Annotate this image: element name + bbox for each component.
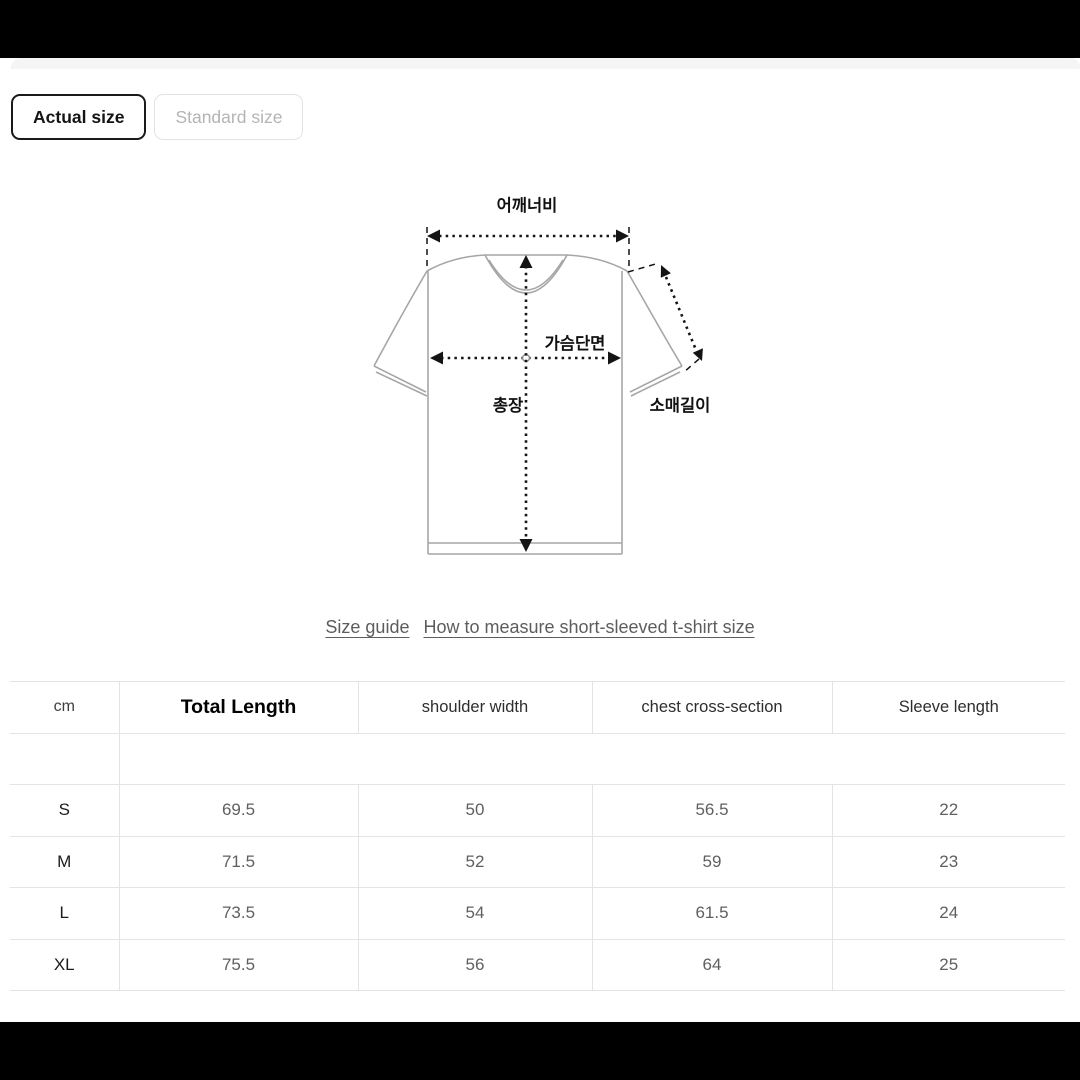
shoulder-width-value: 54: [358, 887, 593, 940]
chest-value: 61.5: [592, 887, 833, 940]
column-header-total-length: Total Length: [119, 681, 359, 734]
size-label: XL: [10, 939, 120, 991]
total-length-value: 69.5: [119, 784, 359, 837]
sleeve-value: 23: [832, 836, 1065, 888]
shoulder-width-arrow: [426, 227, 630, 270]
label-sleeve-length-ko: 소매길이: [650, 396, 711, 415]
column-header-sleeve: Sleeve length: [832, 681, 1065, 734]
size-table: cm Total Length shoulder width chest cro…: [10, 681, 1065, 991]
chest-width-arrow: [430, 351, 621, 365]
panel-top-band: [11, 58, 1080, 69]
tshirt-measurement-diagram: 어깨너비 가슴단면 총장 소매길이: [373, 196, 711, 555]
table-row-m: M 71.5 52 59 23: [10, 836, 1065, 888]
sleeve-value: 22: [832, 784, 1065, 837]
how-to-measure-link[interactable]: How to measure short-sleeved t-shirt siz…: [423, 617, 755, 637]
sleeve-value: 24: [832, 887, 1065, 940]
table-row-xl: XL 75.5 56 64 25: [10, 939, 1065, 991]
size-label: M: [10, 836, 120, 888]
table-row-s: S 69.5 50 56.5 22: [10, 784, 1065, 837]
label-shoulder-width-ko: 어깨너비: [497, 196, 558, 215]
shoulder-width-value: 52: [358, 836, 593, 888]
bottom-letterbox-bar: [0, 1022, 1080, 1080]
size-label: L: [10, 887, 120, 940]
tab-standard-size[interactable]: Standard size: [154, 94, 304, 140]
chest-value: 64: [592, 939, 833, 991]
sleeve-length-arrow: [627, 262, 703, 373]
table-header-row: cm Total Length shoulder width chest cro…: [10, 681, 1065, 734]
sleeve-value: 25: [832, 939, 1065, 991]
tshirt-outline-icon: [373, 254, 683, 555]
table-row-l: L 73.5 54 61.5 24: [10, 887, 1065, 940]
size-label: S: [10, 784, 120, 837]
column-header-shoulder-width: shoulder width: [358, 681, 593, 734]
size-guide-link[interactable]: Size guide: [325, 617, 410, 637]
total-length-arrow: [519, 255, 533, 552]
label-total-length-ko: 총장: [493, 396, 523, 415]
total-length-value: 71.5: [119, 836, 359, 888]
chest-value: 59: [592, 836, 833, 888]
table-spacer-row: [10, 733, 1065, 785]
column-header-chest: chest cross-section: [592, 681, 833, 734]
total-length-value: 73.5: [119, 887, 359, 940]
top-letterbox-bar: [0, 0, 1080, 58]
label-chest-ko: 가슴단면: [545, 334, 606, 353]
total-length-value: 75.5: [119, 939, 359, 991]
shoulder-width-value: 50: [358, 784, 593, 837]
tab-actual-size[interactable]: Actual size: [11, 94, 147, 140]
column-header-unit: cm: [10, 681, 120, 734]
shoulder-width-value: 56: [358, 939, 593, 991]
chest-value: 56.5: [592, 784, 833, 837]
size-mode-tabs: Actual size Standard size: [11, 94, 304, 140]
guide-links: Size guide How to measure short-sleeved …: [0, 617, 1080, 638]
spacer-cell: [10, 733, 120, 785]
spacer-cell-wide: [119, 733, 1065, 785]
